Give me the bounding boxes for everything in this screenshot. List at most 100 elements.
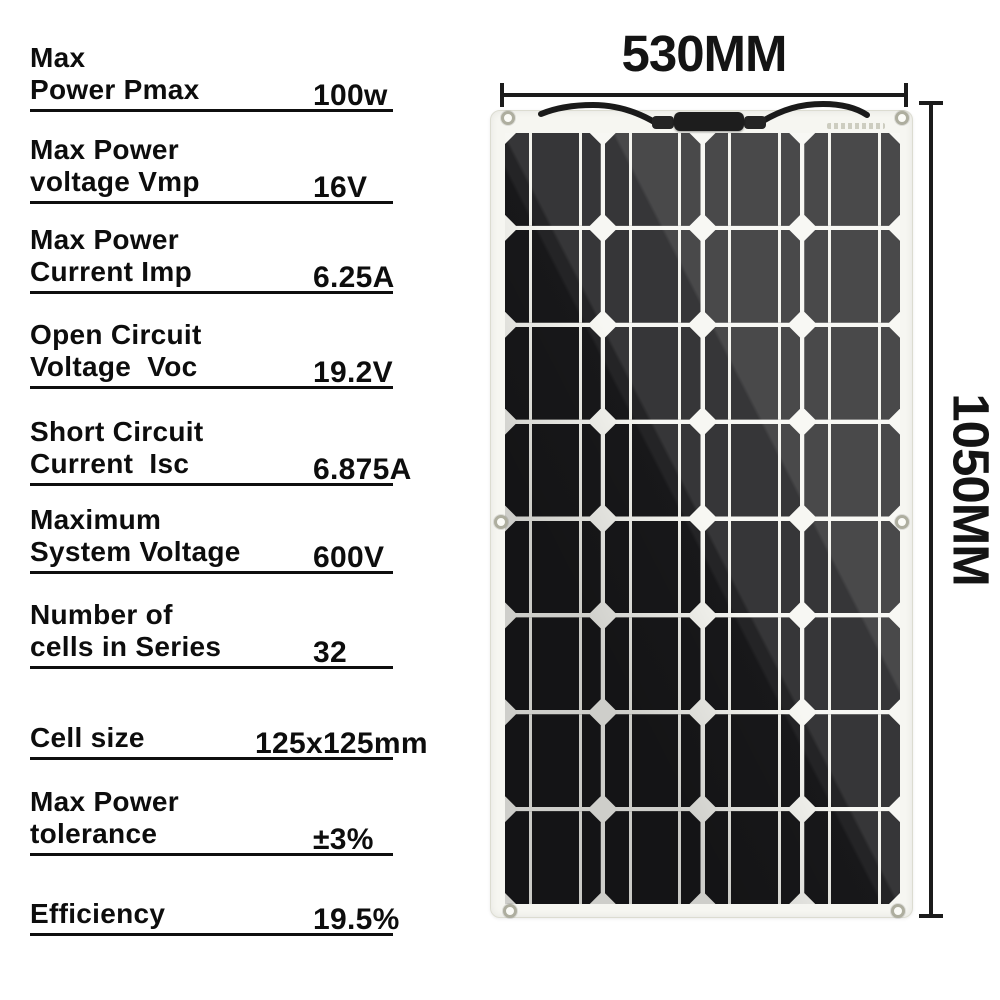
cable-right-icon — [758, 100, 870, 125]
cell-divider — [778, 133, 781, 226]
cell-divider — [529, 133, 532, 226]
cell-divider — [579, 327, 582, 420]
height-dimension-label-wrap: 1050MM — [936, 110, 1000, 918]
spec-value: 100w — [313, 79, 388, 112]
cell-divider — [678, 424, 681, 517]
spec-row: Open Circuit Voltage Voc 19.2V — [30, 319, 393, 389]
solar-cell — [605, 133, 701, 226]
cell-divider — [678, 811, 681, 904]
spec-label: Short Circuit Current Isc — [30, 416, 204, 479]
spec-label: Maximum System Voltage — [30, 504, 241, 567]
spec-row: Cell size 125x125mm — [30, 722, 428, 760]
spec-row: Efficiency 19.5% — [30, 898, 399, 936]
grommet-icon — [501, 111, 515, 125]
spec-label: Max Power Current Imp — [30, 224, 192, 287]
cell-divider — [579, 617, 582, 710]
spec-row: Max Power voltage Vmp 16V — [30, 134, 393, 204]
solar-cell — [605, 617, 701, 710]
solar-cell — [505, 133, 601, 226]
solar-cell — [505, 424, 601, 517]
cell-divider — [579, 521, 582, 614]
grommet-icon — [494, 515, 508, 529]
cell-divider — [579, 811, 582, 904]
cell-divider — [579, 133, 582, 226]
solar-cell — [605, 230, 701, 323]
height-dimension-line — [919, 101, 943, 918]
cell-divider — [629, 714, 632, 807]
solar-cell — [705, 424, 801, 517]
spec-label: Max Power tolerance — [30, 786, 179, 849]
cell-divider — [728, 617, 731, 710]
spec-row: Short Circuit Current Isc 6.875A — [30, 416, 411, 486]
solar-cell — [804, 133, 900, 226]
dimension-tick — [919, 101, 943, 105]
cell-divider — [678, 521, 681, 614]
solar-cell — [605, 424, 701, 517]
cable-left-icon — [538, 101, 659, 126]
cell-divider — [828, 714, 831, 807]
solar-cell — [705, 327, 801, 420]
cell-divider — [529, 617, 532, 710]
cell-divider — [878, 133, 881, 226]
cell-divider — [728, 327, 731, 420]
cable-connector-left — [652, 116, 674, 129]
solar-cell — [804, 327, 900, 420]
grommet-icon — [895, 515, 909, 529]
solar-cell — [804, 230, 900, 323]
spec-value: 19.5% — [313, 903, 400, 936]
spec-value: ±3% — [313, 823, 374, 856]
spec-row: Maximum System Voltage 600V — [30, 504, 393, 574]
solar-cell — [705, 811, 801, 904]
solar-cell — [705, 617, 801, 710]
cell-divider — [828, 521, 831, 614]
cell-divider — [629, 424, 632, 517]
junction-cables — [538, 100, 870, 126]
grommet-icon — [503, 904, 517, 918]
cell-divider — [828, 133, 831, 226]
cell-divider — [778, 521, 781, 614]
cell-divider — [728, 230, 731, 323]
cell-divider — [529, 714, 532, 807]
cell-divider — [678, 617, 681, 710]
solar-cell — [505, 521, 601, 614]
cell-divider — [629, 133, 632, 226]
spec-value: 600V — [313, 541, 385, 574]
spec-label: Cell size — [30, 722, 145, 753]
cell-divider — [878, 424, 881, 517]
cell-divider — [778, 327, 781, 420]
solar-cell — [705, 521, 801, 614]
cell-divider — [728, 811, 731, 904]
cell-divider — [579, 424, 582, 517]
spec-row: Max Power Current Imp 6.25A — [30, 224, 394, 294]
cell-divider — [629, 811, 632, 904]
dimension-tick — [904, 83, 908, 107]
spec-value: 19.2V — [313, 356, 393, 389]
grommet-icon — [891, 904, 905, 918]
cell-divider — [778, 230, 781, 323]
solar-cell-grid — [505, 133, 900, 904]
spec-list: Max Power Pmax 100w Max Power voltage Vm… — [0, 0, 460, 1000]
cell-divider — [629, 617, 632, 710]
solar-cell — [605, 714, 701, 807]
solar-panel — [490, 100, 913, 918]
junction-box — [674, 112, 744, 131]
cell-divider — [778, 424, 781, 517]
spec-label: Number of cells in Series — [30, 599, 222, 662]
cell-divider — [828, 230, 831, 323]
solar-cell — [804, 811, 900, 904]
cell-divider — [728, 133, 731, 226]
solar-cell — [804, 714, 900, 807]
dimension-tick — [919, 914, 943, 918]
solar-cell — [505, 617, 601, 710]
cell-divider — [878, 714, 881, 807]
solar-cell — [505, 230, 601, 323]
cell-divider — [828, 424, 831, 517]
cell-divider — [579, 714, 582, 807]
cell-divider — [878, 230, 881, 323]
cell-divider — [828, 327, 831, 420]
cable-connector-right — [744, 116, 766, 129]
grommet-icon — [895, 111, 909, 125]
serial-marking — [827, 123, 885, 129]
cell-divider — [778, 714, 781, 807]
